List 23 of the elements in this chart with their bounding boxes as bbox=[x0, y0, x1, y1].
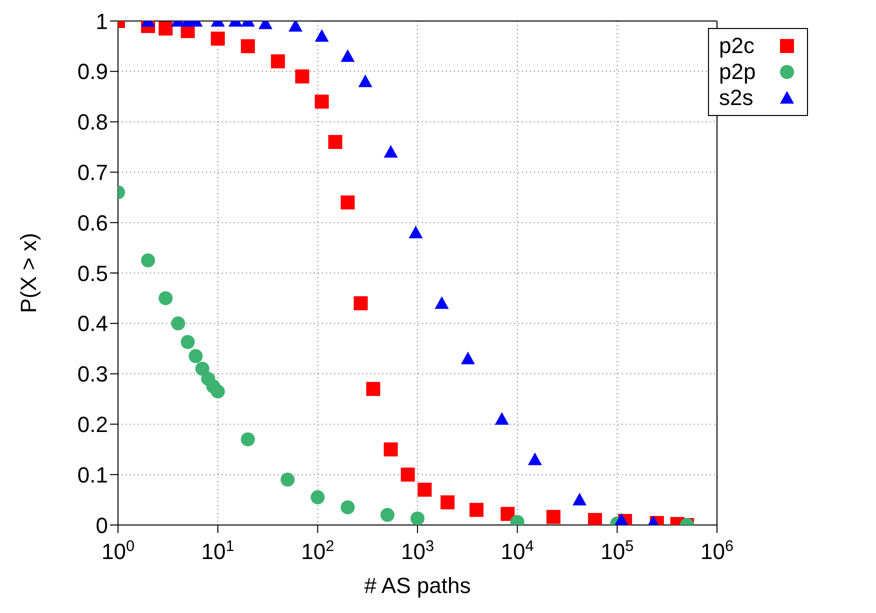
y-tick-label: 0.2 bbox=[77, 412, 108, 438]
legend-label: p2p bbox=[719, 59, 757, 85]
y-tick-label: 0.3 bbox=[77, 362, 108, 387]
y-tick-label: 0.4 bbox=[77, 311, 108, 336]
y-axis-title: P(X > x) bbox=[16, 232, 41, 314]
y-tick-label: 0.5 bbox=[77, 260, 108, 286]
legend-label: s2s bbox=[719, 85, 754, 111]
x-tick-label: 10$^{1}$ bbox=[201, 538, 234, 564]
y-tick-label: 0.1 bbox=[77, 462, 108, 488]
y-tick-label: 0.9 bbox=[77, 59, 108, 84]
x-tick-label: 10$^{3}$ bbox=[400, 538, 434, 564]
x-tick-label: 10$^{6}$ bbox=[700, 538, 734, 564]
x-tick-label: 10$^{5}$ bbox=[600, 538, 634, 564]
x-tick-label: 10$^{2}$ bbox=[301, 538, 334, 564]
y-tick-label: 0 bbox=[96, 512, 108, 538]
y-tick-label: 1 bbox=[96, 8, 108, 34]
x-axis-title: # AS paths bbox=[364, 573, 471, 598]
x-tick-label: 10$^{0}$ bbox=[101, 538, 135, 564]
y-tick-label: 0.6 bbox=[77, 210, 108, 236]
y-tick-label: 0.7 bbox=[77, 160, 108, 186]
y-tick-label: 0.8 bbox=[77, 110, 108, 135]
x-tick-label: 10$^{4}$ bbox=[500, 538, 534, 564]
legend-label: p2c bbox=[719, 33, 756, 59]
